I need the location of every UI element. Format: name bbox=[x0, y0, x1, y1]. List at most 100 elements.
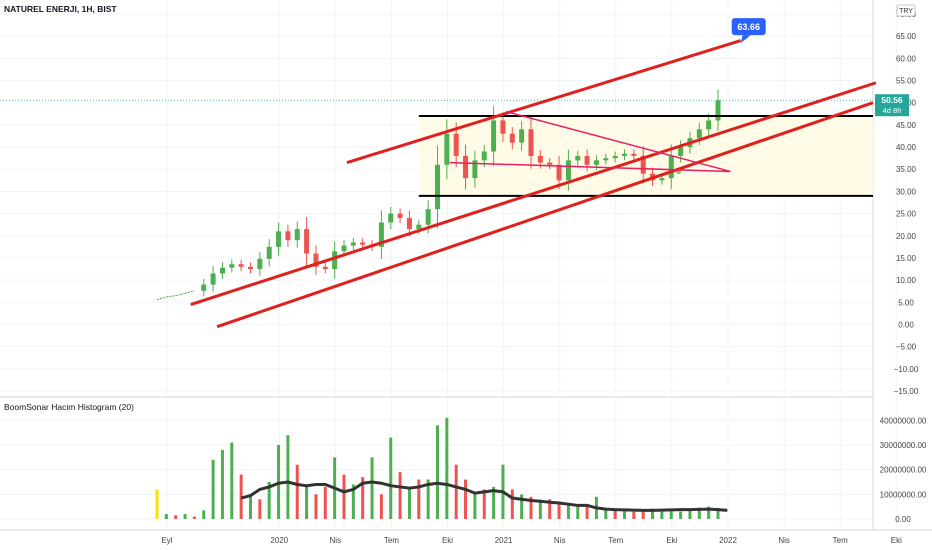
candle-body bbox=[435, 164, 440, 210]
price-tick-label: 55.00 bbox=[896, 77, 917, 86]
candle-body bbox=[285, 231, 291, 241]
candle-body bbox=[500, 120, 506, 134]
price-tick-label: −15.00 bbox=[894, 387, 919, 396]
target-price-label[interactable]: 63.66 bbox=[731, 18, 766, 44]
volume-bar bbox=[660, 511, 664, 519]
candle-body bbox=[416, 224, 422, 230]
candle-body bbox=[238, 264, 244, 267]
volume-bar bbox=[436, 425, 439, 519]
volume-bar bbox=[669, 509, 673, 519]
volume-bar bbox=[211, 459, 215, 519]
volume-bar bbox=[389, 437, 393, 519]
candle-body bbox=[229, 264, 235, 268]
candle-body bbox=[612, 155, 618, 159]
candle-body bbox=[696, 129, 702, 139]
volume-bar bbox=[529, 496, 533, 519]
volume-tick-label: 0.00 bbox=[895, 515, 911, 524]
grid-lines bbox=[0, 0, 897, 530]
price-tick-label: 60.00 bbox=[896, 54, 917, 63]
candle-body bbox=[509, 133, 515, 143]
candle-body bbox=[453, 133, 459, 156]
candle-body bbox=[294, 229, 300, 241]
volume-bar bbox=[323, 486, 327, 519]
price-tick-label: 5.00 bbox=[898, 298, 914, 307]
volume-bar bbox=[426, 479, 430, 519]
early-price-line bbox=[156, 296, 167, 301]
channel-lower-line bbox=[190, 81, 877, 306]
volume-bar bbox=[267, 482, 271, 519]
candle-body bbox=[201, 284, 207, 291]
volume-bar bbox=[183, 514, 187, 519]
time-tick-label: Eki bbox=[442, 536, 453, 545]
channel-upper-line bbox=[346, 39, 742, 165]
volume-bar bbox=[155, 489, 159, 519]
drawings[interactable] bbox=[190, 39, 877, 329]
volume-bar bbox=[688, 508, 692, 519]
candle-body bbox=[219, 267, 225, 274]
candle-body bbox=[472, 160, 478, 179]
volume-bar bbox=[623, 509, 626, 519]
price-tick-label: 0.00 bbox=[898, 320, 914, 329]
candle-body bbox=[556, 164, 562, 181]
currency-badge-label: TRY bbox=[899, 8, 913, 15]
candle-body bbox=[397, 213, 403, 219]
volume-bar bbox=[585, 506, 589, 519]
volume-bar bbox=[482, 489, 486, 519]
time-axis[interactable]: Eyl 2020 Nis Tem Eki 2021 Nis Tem Eki 2022 Nis Tem E… bbox=[161, 536, 902, 545]
volume-bar bbox=[707, 506, 711, 519]
volume-bar bbox=[548, 499, 552, 519]
triangle-upper-line bbox=[505, 110, 731, 173]
volume-bar bbox=[342, 474, 346, 519]
time-tick-label: 2020 bbox=[270, 536, 288, 545]
volume-histogram bbox=[155, 417, 720, 519]
price-tick-label: 25.00 bbox=[896, 210, 917, 219]
candle-body bbox=[659, 178, 665, 181]
volume-bar bbox=[538, 500, 542, 519]
candles bbox=[156, 89, 721, 301]
time-tick-label: 2021 bbox=[495, 536, 513, 545]
time-tick-label: Eki bbox=[666, 536, 677, 545]
volume-bar bbox=[557, 502, 561, 519]
volume-bar bbox=[379, 494, 383, 519]
volume-bar bbox=[249, 494, 252, 519]
volume-tick-label: 40000000.00 bbox=[880, 416, 927, 425]
candle-body bbox=[332, 251, 338, 270]
volume-bar bbox=[398, 472, 402, 519]
price-tick-label: 45.00 bbox=[896, 121, 917, 130]
candle-body bbox=[444, 133, 450, 165]
price-tick-label: 30.00 bbox=[896, 187, 917, 196]
candle-body bbox=[631, 153, 637, 156]
volume-bar bbox=[407, 486, 411, 519]
candle-body bbox=[341, 245, 347, 252]
volume-tick-label: 20000000.00 bbox=[880, 466, 927, 475]
currency-badge[interactable] bbox=[896, 4, 916, 17]
indicator-title: BoomSonar Hacim Histogram (20) bbox=[4, 402, 134, 412]
volume-bar bbox=[604, 509, 608, 519]
candle-body bbox=[491, 120, 497, 152]
candle-body bbox=[210, 273, 216, 285]
candle-body bbox=[678, 147, 684, 156]
symbol-title: NATUREL ENERJI, 1H, BIST bbox=[4, 4, 117, 14]
candle-body bbox=[257, 258, 263, 270]
volume-bar bbox=[351, 484, 355, 519]
candle-body bbox=[378, 222, 384, 247]
volume-bar bbox=[566, 504, 570, 519]
volume-bar bbox=[510, 489, 514, 519]
candle-body bbox=[360, 242, 366, 245]
candle-body bbox=[584, 155, 590, 165]
time-tick-label: Tem bbox=[384, 536, 399, 545]
volume-bar bbox=[473, 491, 477, 519]
volume-bar bbox=[258, 499, 262, 519]
volume-bar bbox=[314, 494, 318, 519]
volume-bar bbox=[520, 494, 524, 519]
volume-tick-label: 30000000.00 bbox=[880, 441, 927, 450]
time-tick-label: Tem bbox=[833, 536, 848, 545]
candle-body bbox=[640, 155, 646, 174]
volume-bar bbox=[641, 509, 645, 519]
current-price-badge: 50.56 4d 8h bbox=[875, 94, 909, 117]
early-price-line bbox=[166, 295, 176, 298]
current-price-text: 50.56 bbox=[881, 95, 903, 105]
